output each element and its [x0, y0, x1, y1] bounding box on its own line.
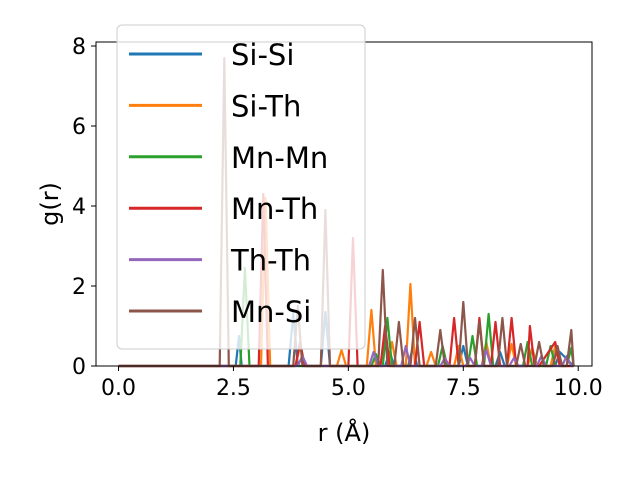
legend-label-th-th: Th-Th: [230, 244, 311, 278]
y-tick-label: 0: [72, 355, 86, 380]
y-tick-label: 6: [72, 115, 86, 140]
legend: Si-Si Si-Th Mn-Mn Mn-Th Th-Th Mn-Si: [116, 24, 366, 350]
legend-label-mn-si: Mn-Si: [231, 295, 311, 329]
legend-label-si-th: Si-Th: [231, 89, 301, 123]
x-tick-label: 7.5: [446, 376, 481, 401]
y-axis-label: g(r): [36, 182, 64, 226]
y-tick-label: 4: [72, 195, 86, 220]
y-tick-label: 8: [72, 35, 86, 60]
y-tick-label: 2: [72, 275, 86, 300]
x-tick-label: 0.0: [101, 376, 136, 401]
ticks-layer: 0.0 2.5 5.0 7.5 10.0 0 2 4 6 8: [72, 35, 603, 401]
series-line-mn-mn: [118, 266, 575, 368]
legend-label-mn-th: Mn-Th: [231, 192, 318, 226]
x-tick-label: 5.0: [331, 376, 366, 401]
x-axis-label: r (Å): [318, 418, 371, 447]
legend-label-mn-mn: Mn-Mn: [231, 141, 328, 175]
legend-label-si-si: Si-Si: [231, 38, 294, 72]
x-tick-label: 2.5: [216, 376, 251, 401]
x-tick-label: 10.0: [554, 376, 603, 401]
